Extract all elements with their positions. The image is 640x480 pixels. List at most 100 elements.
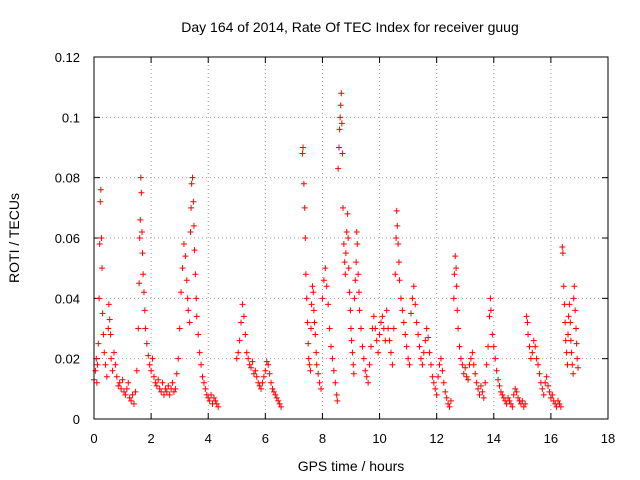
data-point <box>110 349 117 356</box>
data-point <box>524 319 531 326</box>
data-point <box>432 385 439 392</box>
data-point <box>253 373 260 380</box>
data-point <box>383 307 390 314</box>
data-point <box>336 126 343 133</box>
data-point <box>463 373 470 380</box>
data-point <box>426 349 433 356</box>
data-point <box>248 364 255 371</box>
data-point <box>506 397 513 404</box>
data-point <box>346 289 353 296</box>
data-point <box>490 343 497 350</box>
data-point <box>510 391 517 398</box>
data-point <box>349 349 356 356</box>
data-point <box>97 198 104 205</box>
data-point <box>465 376 472 383</box>
data-point <box>437 355 444 362</box>
data-point <box>273 394 280 401</box>
data-point <box>405 355 412 362</box>
data-point <box>260 373 267 380</box>
data-point <box>343 228 350 235</box>
data-point <box>487 307 494 314</box>
data-point <box>393 207 400 214</box>
data-point <box>152 379 159 386</box>
data-point <box>166 391 173 398</box>
data-point <box>427 361 434 368</box>
data-point <box>319 295 326 302</box>
data-point <box>345 235 352 241</box>
data-point <box>376 331 383 338</box>
data-point <box>126 394 133 401</box>
data-point <box>407 310 414 317</box>
data-point <box>185 307 192 314</box>
x-tick-label: 10 <box>372 431 386 446</box>
data-point <box>276 400 283 407</box>
y-tick-label: 0.06 <box>55 231 80 246</box>
data-point <box>239 301 246 308</box>
x-tick-label: 0 <box>90 431 97 446</box>
data-point <box>142 325 149 332</box>
data-point <box>193 295 200 302</box>
data-point <box>477 382 484 389</box>
data-point <box>304 319 311 326</box>
data-point <box>156 385 163 392</box>
data-point <box>390 325 397 332</box>
data-point <box>236 337 243 344</box>
data-point <box>555 397 562 404</box>
axis-ticks <box>93 56 609 420</box>
data-point <box>353 228 360 235</box>
data-point <box>215 403 222 410</box>
data-point <box>337 114 344 121</box>
data-point <box>573 340 580 347</box>
grid <box>94 57 608 419</box>
data-point <box>495 376 502 383</box>
data-point <box>479 388 486 395</box>
data-point <box>256 382 263 389</box>
data-point <box>132 388 139 395</box>
data-point <box>439 367 446 374</box>
data-point <box>567 337 574 344</box>
data-point <box>350 370 357 377</box>
data-point <box>375 349 382 356</box>
data-point <box>170 388 177 395</box>
data-point <box>188 180 195 187</box>
data-point <box>467 355 474 362</box>
data-point <box>143 340 150 347</box>
data-point <box>447 397 454 404</box>
data-point <box>302 271 309 278</box>
data-point <box>268 379 275 386</box>
data-point <box>95 340 102 347</box>
data-point <box>452 253 459 260</box>
data-point <box>562 319 569 326</box>
data-point <box>406 361 413 368</box>
data-point <box>373 337 380 344</box>
data-point <box>190 198 197 205</box>
data-point <box>188 204 195 211</box>
chart-title: Day 164 of 2014, Rate Of TEC Index for r… <box>181 19 518 35</box>
data-point <box>350 361 357 368</box>
data-point <box>392 271 399 278</box>
data-point <box>116 379 123 386</box>
data-point <box>520 403 527 410</box>
data-point <box>320 277 327 284</box>
data-point <box>497 388 504 395</box>
data-point <box>202 385 209 392</box>
data-point <box>107 331 114 338</box>
data-point <box>329 355 336 362</box>
data-point <box>269 385 276 392</box>
data-point <box>470 361 477 368</box>
data-point <box>337 102 344 109</box>
data-point <box>108 355 115 362</box>
data-point <box>348 337 355 344</box>
data-point <box>98 265 105 272</box>
data-point <box>272 391 279 398</box>
data-point <box>172 385 179 392</box>
data-point <box>457 355 464 362</box>
data-point <box>139 250 146 257</box>
data-point <box>122 391 129 398</box>
data-point <box>540 391 547 398</box>
data-point <box>233 355 240 362</box>
data-point <box>128 397 135 404</box>
data-point <box>250 370 257 377</box>
x-tick-label: 14 <box>487 431 501 446</box>
